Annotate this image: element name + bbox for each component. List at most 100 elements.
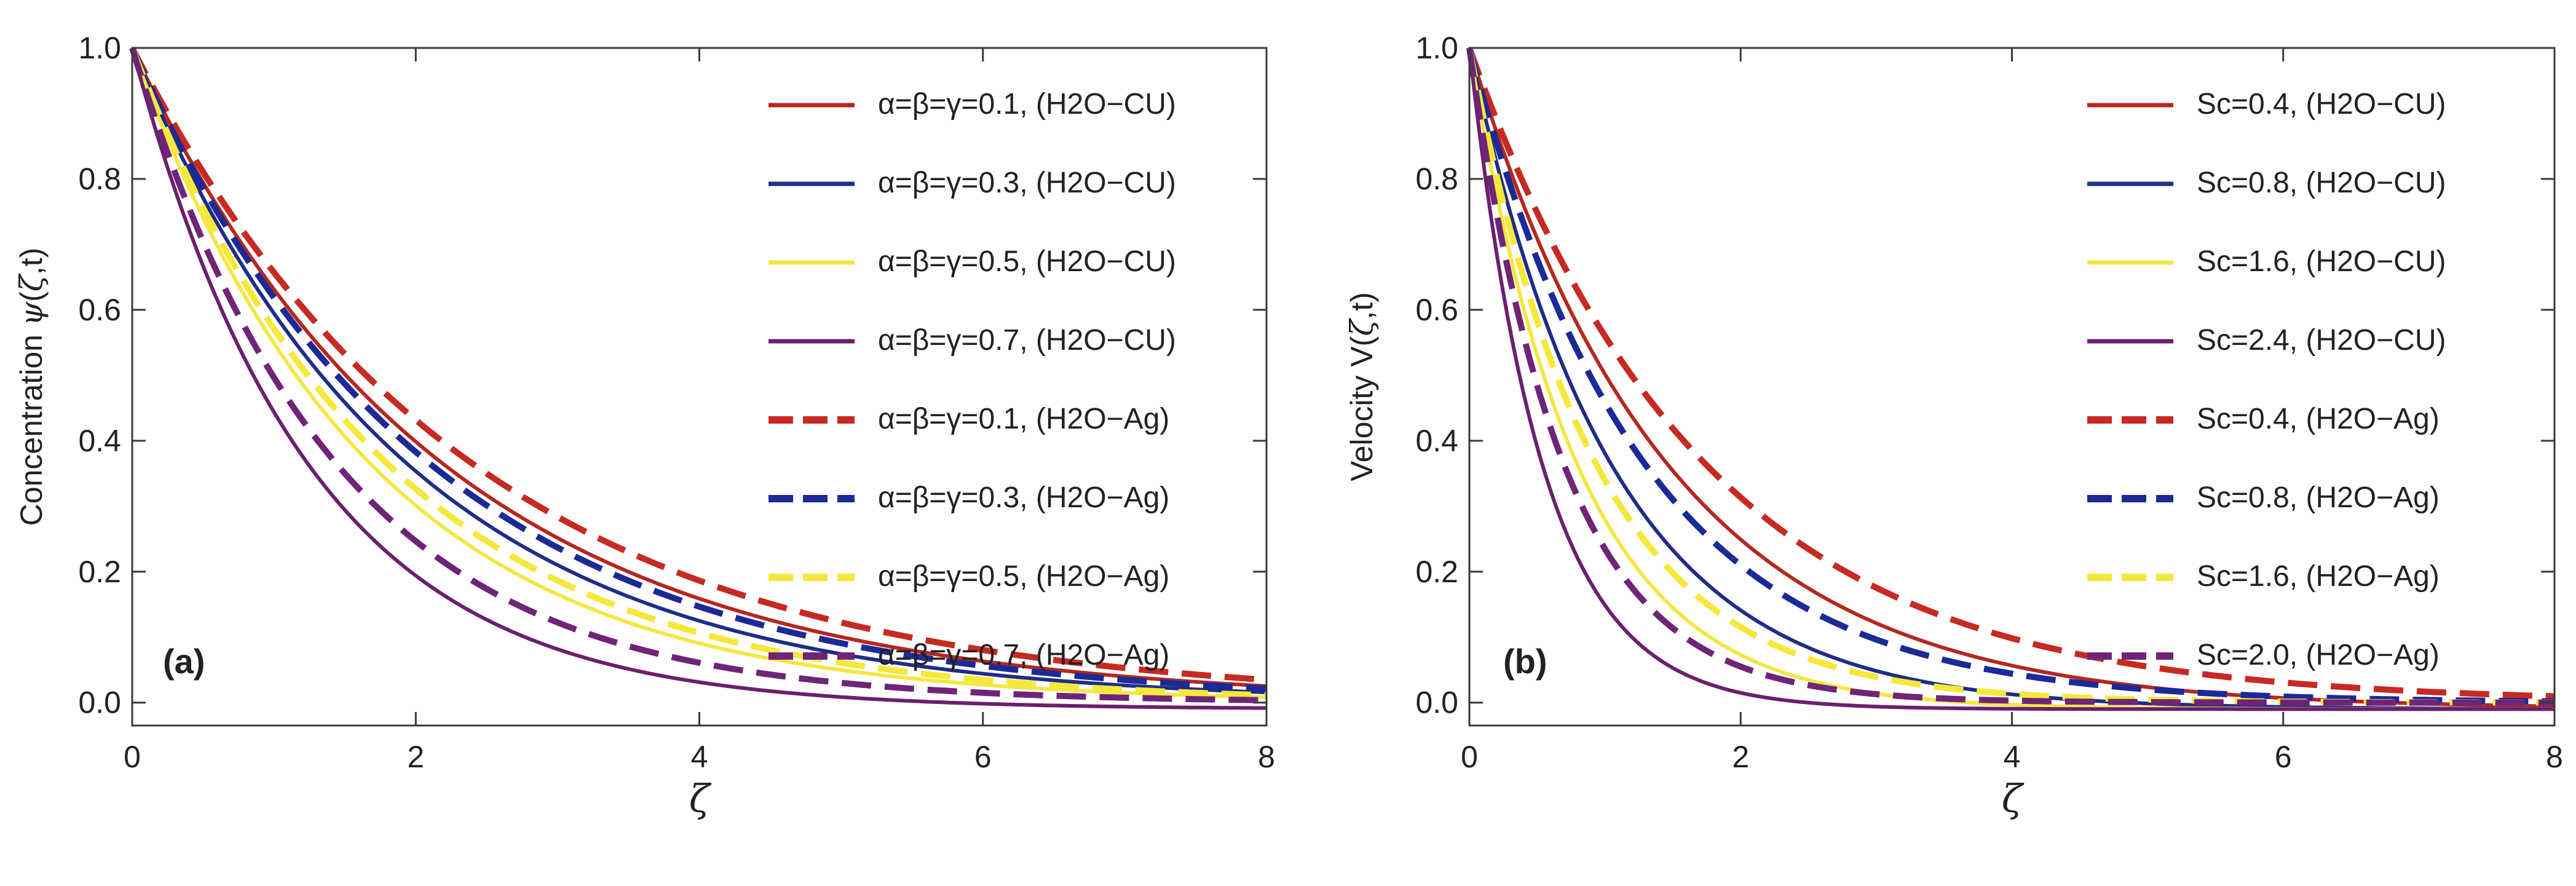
series-line-8 xyxy=(129,47,1267,703)
x-tick-label: 6 xyxy=(2275,740,2292,774)
legend-separator: , xyxy=(2290,639,2306,671)
legend-separator: , xyxy=(2290,403,2306,435)
legend-entry-name: α=β=γ=0.5 xyxy=(878,560,1019,593)
x-tick-label: 4 xyxy=(691,740,708,774)
y-axis-title-part: ζ xyxy=(14,273,49,291)
legend-separator: , xyxy=(1019,403,1036,435)
x-tick-label: 2 xyxy=(1732,740,1749,774)
legend-entry-name: α=β=γ=0.1 xyxy=(878,403,1019,435)
legend-separator: , xyxy=(1019,560,1036,593)
legend-entry-fluid: (H2O−Ag) xyxy=(1036,639,1169,671)
y-axis-title-part: ( xyxy=(14,291,49,302)
legend-entry: Sc=0.4, (H2O−Ag) xyxy=(2197,403,2440,435)
legend-entry-fluid: (H2O−Ag) xyxy=(1036,403,1169,435)
y-axis-title-part: ,t) xyxy=(1345,292,1379,319)
legend-entry: Sc=1.6, (H2O−Ag) xyxy=(2197,560,2440,593)
series-line-6 xyxy=(129,46,1267,692)
y-tick-label: 1.0 xyxy=(78,31,121,65)
series-line-7 xyxy=(129,47,1267,698)
y-tick-label: 0.4 xyxy=(1415,424,1458,458)
legend-separator: , xyxy=(1019,245,1036,278)
x-tick-label: 6 xyxy=(974,740,992,774)
legend-separator: , xyxy=(1019,88,1036,121)
legend-entry-fluid: (H2O−CU) xyxy=(2305,324,2446,357)
y-tick-label: 0.2 xyxy=(1415,555,1458,589)
x-tick-label: 2 xyxy=(407,740,424,774)
legend-entry: α=β=γ=0.5, (H2O−Ag) xyxy=(878,560,1169,593)
legend-separator: , xyxy=(1019,639,1036,671)
series-line-4 xyxy=(1468,47,2554,711)
legend-entry-fluid: (H2O−CU) xyxy=(2305,245,2446,278)
legend-entry-name: Sc=0.8 xyxy=(2197,167,2290,199)
y-tick-label: 0.2 xyxy=(78,555,121,589)
legend-separator: , xyxy=(2290,88,2306,121)
legend-entry-name: Sc=2.4 xyxy=(2197,324,2290,357)
legend-entry: Sc=0.8, (H2O−CU) xyxy=(2197,167,2446,199)
y-tick-label: 0.8 xyxy=(78,162,121,196)
legend-entry-name: Sc=2.0 xyxy=(2197,639,2290,671)
series-line-1 xyxy=(130,47,1267,688)
legend-entry-name: Sc=0.4 xyxy=(2197,403,2290,435)
legend-entry-name: α=β=γ=0.3 xyxy=(878,167,1019,199)
panel-label: (b) xyxy=(1503,642,1547,681)
legend-entry-fluid: (H2O−Ag) xyxy=(2305,403,2439,435)
legend-entry-fluid: (H2O−CU) xyxy=(2305,88,2446,121)
legend-entry-fluid: (H2O−Ag) xyxy=(1036,560,1169,593)
series-line-5 xyxy=(129,46,1267,683)
legend-entry-name: Sc=0.4 xyxy=(2197,88,2290,121)
y-axis-title: Concentration ψ(ζ,t) xyxy=(14,248,49,526)
legend-entry: α=β=γ=0.3, (H2O−Ag) xyxy=(878,481,1169,514)
y-tick-label: 0.6 xyxy=(78,293,121,327)
series-line-5 xyxy=(1466,47,2555,700)
legend-entry-fluid: (H2O−Ag) xyxy=(2305,639,2439,671)
y-axis-title-part: ψ xyxy=(14,301,49,326)
legend-entry-fluid: (H2O−Ag) xyxy=(2305,481,2439,514)
legend-separator: , xyxy=(2290,481,2306,514)
x-tick-label: 0 xyxy=(124,740,141,774)
x-tick-label: 8 xyxy=(2546,740,2563,774)
y-axis-title-part: Velocity V( xyxy=(1345,336,1379,481)
y-axis-title: Velocity V(ζ,t) xyxy=(1344,292,1380,481)
legend-entry-fluid: (H2O−CU) xyxy=(1036,324,1176,357)
legend-entry: Sc=2.4, (H2O−CU) xyxy=(2197,324,2446,357)
y-axis-title-part: ,t) xyxy=(14,248,49,275)
x-axis-title: ζ xyxy=(689,776,712,821)
legend-entry-name: Sc=1.6 xyxy=(2197,560,2290,593)
legend-separator: , xyxy=(2290,167,2306,199)
series-line-6 xyxy=(1466,47,2555,705)
legend-entry: α=β=γ=0.5, (H2O−CU) xyxy=(878,245,1176,278)
panel-label: (a) xyxy=(163,642,205,681)
legend-entry: α=β=γ=0.3, (H2O−CU) xyxy=(878,167,1176,199)
y-tick-label: 0.0 xyxy=(1415,686,1458,720)
legend-entry: Sc=0.4, (H2O−CU) xyxy=(2197,88,2446,121)
legend-separator: , xyxy=(2290,324,2306,357)
legend-entry: Sc=0.8, (H2O−Ag) xyxy=(2197,481,2440,514)
legend-entry-name: α=β=γ=0.5 xyxy=(878,245,1019,278)
legend-separator: , xyxy=(1019,481,1036,514)
series-line-3 xyxy=(130,47,1267,699)
legend-separator: , xyxy=(1019,324,1036,357)
series-line-8 xyxy=(1466,47,2554,706)
y-tick-label: 1.0 xyxy=(1415,31,1458,65)
legend-entry-fluid: (H2O−CU) xyxy=(1036,167,1176,199)
x-tick-label: 4 xyxy=(2004,740,2021,774)
legend-entry: Sc=2.0, (H2O−Ag) xyxy=(2197,639,2440,671)
legend-entry: α=β=γ=0.1, (H2O−CU) xyxy=(878,88,1176,121)
y-tick-label: 0.6 xyxy=(1415,293,1458,327)
legend-separator: , xyxy=(2290,560,2306,593)
legend-entry-fluid: (H2O−CU) xyxy=(2305,167,2446,199)
x-tick-label: 8 xyxy=(1258,740,1275,774)
series-line-4 xyxy=(130,47,1267,710)
legend-entry-name: α=β=γ=0.7 xyxy=(878,639,1019,671)
series-line-2 xyxy=(130,47,1267,695)
y-tick-label: 0.8 xyxy=(1415,162,1458,196)
legend-separator: , xyxy=(1019,167,1036,199)
legend-entry-fluid: (H2O−CU) xyxy=(1036,245,1176,278)
y-tick-label: 0.0 xyxy=(78,686,121,720)
y-tick-label: 0.4 xyxy=(78,424,121,458)
x-tick-label: 0 xyxy=(1461,740,1478,774)
legend-entry-name: Sc=0.8 xyxy=(2197,481,2290,514)
plot-frame xyxy=(1468,47,2556,727)
